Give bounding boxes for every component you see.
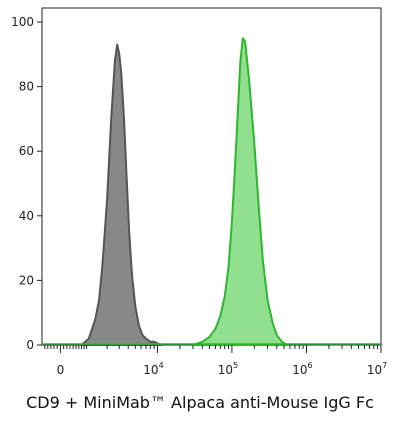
plot-frame <box>41 7 382 346</box>
x-tick-label: 104 <box>143 361 163 377</box>
y-tick-label: 100 <box>11 15 34 29</box>
histogram-series-1 <box>80 43 163 346</box>
histogram-chart: 0 20 40 60 80 100 0 104 105 106 107 <box>11 7 387 377</box>
x-tick-label: 105 <box>218 361 238 377</box>
series-layer <box>42 37 381 346</box>
x-tick-label: 106 <box>292 361 312 377</box>
y-tick-label: 40 <box>19 209 34 223</box>
x-tick-label: 0 <box>57 363 65 377</box>
y-tick-label: 20 <box>19 273 34 287</box>
axes: 0 20 40 60 80 100 0 104 105 106 107 <box>11 15 387 377</box>
y-tick-label: 60 <box>19 144 34 158</box>
plot-area <box>41 7 382 346</box>
histogram-series-2 <box>192 37 289 346</box>
x-axis-label: CD9 + MiniMab™ Alpaca anti-Mouse IgG Fc <box>26 393 374 412</box>
y-tick-label: 0 <box>26 338 34 352</box>
x-tick-label: 107 <box>367 361 387 377</box>
y-tick-label: 80 <box>19 80 34 94</box>
